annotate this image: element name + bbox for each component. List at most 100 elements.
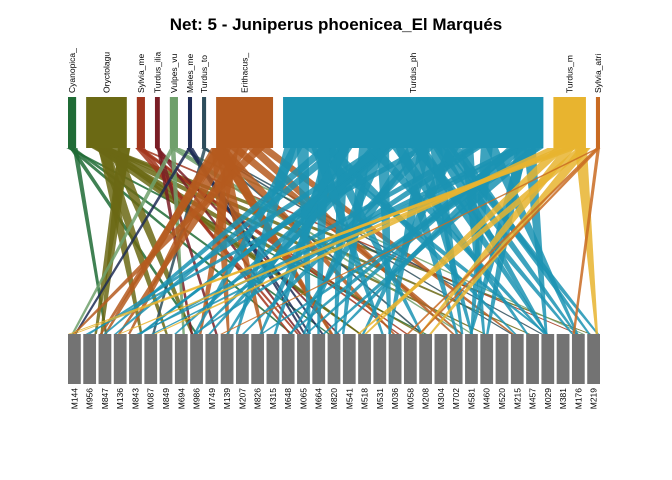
node-m144: [68, 334, 81, 384]
link-turdus-m-m518: [357, 148, 590, 334]
link-turdus-ph-m531: [311, 148, 384, 334]
node-m208: [419, 334, 433, 384]
node-m460: [480, 334, 494, 384]
label-meles-me: Meles_me: [185, 54, 195, 93]
label-m531: M531: [375, 388, 385, 410]
node-turdus-ilia: [154, 97, 160, 148]
link-turdus-m-m208: [419, 148, 576, 334]
link-turdus-ph-m036: [377, 148, 392, 334]
label-m581: M581: [466, 388, 476, 410]
node-m581: [465, 334, 478, 384]
label-turdus-to: Turdus_to: [199, 55, 209, 93]
link-turdus-ph-m139: [226, 148, 353, 334]
link-sylvia-atri-m139: [220, 148, 601, 334]
node-m139: [220, 334, 234, 384]
label-m820: M820: [329, 388, 339, 410]
node-m826: [251, 334, 265, 384]
node-m058: [403, 334, 417, 384]
label-m215: M215: [512, 388, 522, 410]
node-m219: [587, 334, 600, 384]
node-m648: [281, 334, 295, 384]
node-m304: [434, 334, 448, 384]
lower-level-labels: M144 M956 M847 M136 M843 M087 M849 M694 M986 M749…: [69, 388, 598, 410]
node-m531: [373, 334, 387, 384]
label-erithacus: Erithacus_: [240, 53, 250, 93]
link-turdus-ph-m029: [304, 148, 548, 334]
label-turdus-m: Turdus_m: [565, 55, 575, 93]
higher-level-nodes: [68, 97, 600, 148]
label-m520: M520: [497, 388, 507, 410]
link-turdus-m-m087: [153, 148, 560, 334]
node-m315: [266, 334, 280, 384]
node-m036: [388, 334, 402, 384]
label-m843: M843: [131, 388, 141, 410]
node-m065: [297, 334, 310, 384]
node-m664: [312, 334, 326, 384]
label-m144: M144: [69, 388, 79, 410]
node-m087: [144, 334, 158, 384]
label-oryctolagu: Oryctolagu: [102, 52, 112, 93]
node-sylvia-me: [136, 97, 145, 148]
node-m029: [541, 334, 555, 384]
link-oryctolagu-m847: [100, 148, 130, 334]
node-m986: [190, 334, 203, 384]
node-turdus-ph: [283, 97, 544, 148]
link-erithacus-m820: [213, 148, 334, 334]
label-m087: M087: [146, 388, 156, 410]
label-cyanopica: Cyanopica_: [67, 48, 77, 93]
node-m136: [113, 334, 127, 384]
chart-title: Net: 5 - Juniperus phoenicea_El Marqués: [170, 15, 503, 34]
label-m315: M315: [268, 388, 278, 410]
node-m457: [526, 334, 539, 384]
node-m520: [495, 334, 509, 384]
node-m956: [83, 334, 97, 384]
label-m208: M208: [421, 388, 431, 410]
label-turdus-ph: Turdus_ph: [408, 52, 418, 93]
label-sylvia-atri: Sylvia_atri: [593, 54, 603, 93]
node-m702: [449, 334, 463, 384]
label-m541: M541: [344, 388, 354, 410]
node-m820: [327, 334, 341, 384]
link-sylvia-atri-m208: [418, 148, 601, 334]
node-m541: [342, 334, 356, 384]
label-m826: M826: [253, 388, 263, 410]
label-turdus-ilia: Turdus_ilia: [152, 51, 162, 93]
node-m381: [556, 334, 570, 384]
label-m065: M065: [299, 388, 309, 410]
label-m036: M036: [390, 388, 400, 410]
lower-level-nodes: [68, 334, 600, 384]
node-m215: [510, 334, 524, 384]
link-erithacus-m847: [99, 148, 226, 334]
node-vulpes-vu: [169, 97, 178, 148]
node-m847: [98, 334, 112, 384]
link-sylvia-atri-m058: [406, 148, 600, 334]
label-m207: M207: [237, 388, 247, 410]
node-m749: [205, 334, 219, 384]
label-m956: M956: [85, 388, 95, 410]
label-m849: M849: [161, 388, 171, 410]
label-m460: M460: [482, 388, 492, 410]
link-sylvia-atri-m176: [572, 148, 601, 334]
link-meles-me-m144: [74, 148, 192, 334]
label-m136: M136: [115, 388, 125, 410]
node-m207: [235, 334, 249, 384]
label-vulpes-vu: Vulpes_vu: [169, 53, 179, 93]
node-m843: [129, 334, 142, 384]
label-m058: M058: [405, 388, 415, 410]
label-m518: M518: [360, 388, 370, 410]
label-m648: M648: [283, 388, 293, 410]
label-m029: M029: [543, 388, 553, 410]
label-m986: M986: [192, 388, 202, 410]
node-oryctolagu: [86, 97, 127, 148]
label-m219: M219: [589, 388, 599, 410]
node-turdus-to: [202, 97, 207, 148]
node-sylvia-atri: [595, 97, 600, 148]
label-sylvia-me: Sylvia_me: [136, 54, 146, 93]
label-m457: M457: [528, 388, 538, 410]
label-m664: M664: [314, 388, 324, 410]
label-m702: M702: [451, 388, 461, 410]
link-turdus-ph-m136: [114, 148, 344, 334]
node-m176: [571, 334, 585, 384]
label-m176: M176: [573, 388, 583, 410]
